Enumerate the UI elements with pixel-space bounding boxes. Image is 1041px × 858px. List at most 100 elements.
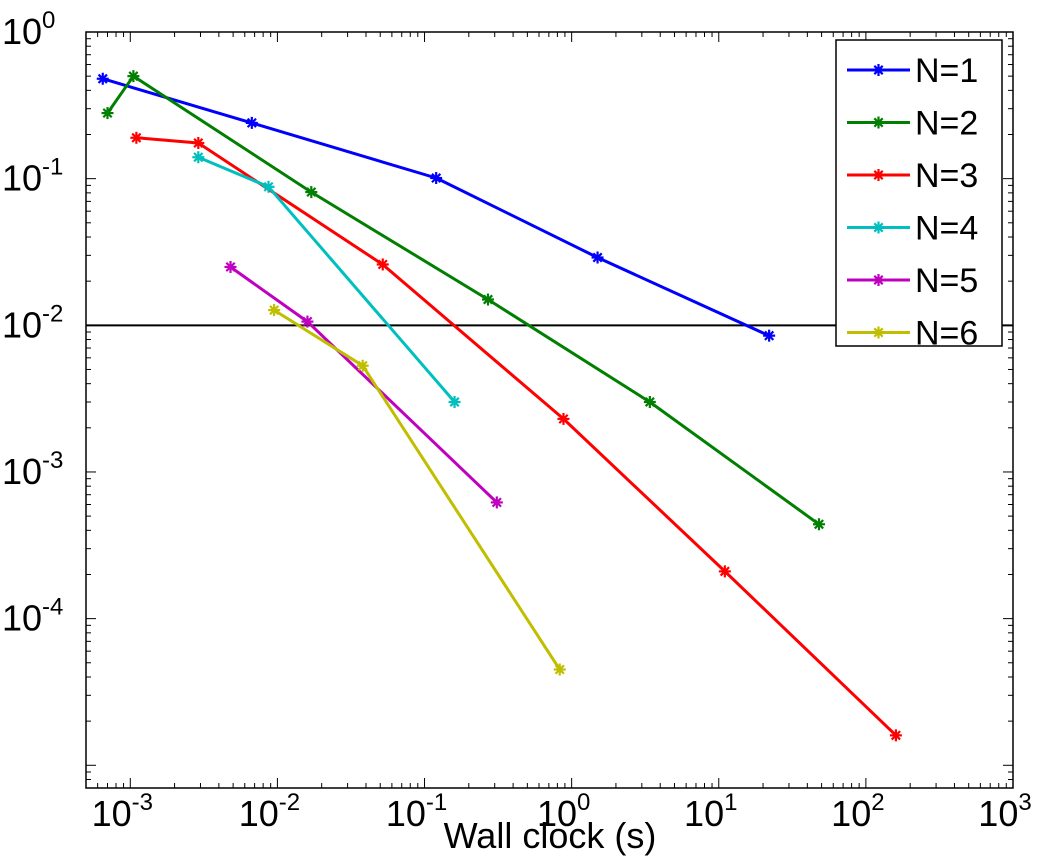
- data-point-stroke: [128, 71, 139, 82]
- x-tick-label: 10-1: [386, 789, 447, 834]
- data-point-stroke: [193, 152, 204, 163]
- data-point: [430, 172, 443, 185]
- legend-label: N=4: [915, 210, 978, 248]
- data-point: [262, 180, 275, 193]
- x-tick-label: 100: [537, 789, 590, 834]
- series-6: [268, 304, 566, 676]
- data-point-stroke: [873, 117, 884, 128]
- legend-entry: N=2: [847, 105, 978, 143]
- data-point-stroke: [873, 170, 884, 180]
- data-point: [553, 663, 566, 676]
- data-point: [718, 565, 731, 578]
- x-tick-label: 10-2: [239, 789, 300, 834]
- x-tick-label: 103: [978, 789, 1031, 834]
- y-tick-label-exp: -1: [42, 154, 63, 181]
- data-point: [305, 186, 318, 199]
- x-tick-label-base: 10: [684, 793, 724, 834]
- legend: N=1 N=2 N=3 N=4 N=5 N=6: [835, 39, 1003, 353]
- legend-entry: N=4: [847, 210, 978, 248]
- x-tick-label-exp: -2: [279, 789, 300, 816]
- legend-label: N=1: [915, 52, 978, 90]
- y-tick-label-base: 10: [2, 11, 42, 52]
- data-point: [872, 64, 885, 76]
- data-point: [130, 131, 143, 144]
- legend-entry: N=3: [847, 157, 978, 195]
- series-2: [101, 70, 825, 531]
- data-point: [889, 729, 902, 742]
- y-tick-label-exp: 0: [42, 7, 55, 34]
- data-point: [448, 395, 461, 408]
- data-point-stroke: [483, 294, 493, 305]
- data-point: [301, 315, 314, 328]
- data-point: [224, 260, 237, 273]
- series-4: [192, 151, 461, 408]
- legend-label: N=5: [915, 262, 978, 300]
- y-tick-label: 100: [2, 7, 55, 52]
- data-point-stroke: [592, 252, 603, 263]
- x-tick-label-base: 10: [978, 793, 1018, 834]
- data-point: [557, 412, 570, 425]
- y-tick-label: 10-2: [2, 300, 63, 345]
- y-tick-label: 10-4: [2, 594, 63, 639]
- data-point: [872, 116, 885, 129]
- data-point-stroke: [554, 664, 565, 675]
- y-tick-label: 10-1: [2, 154, 63, 199]
- y-tick-label-base: 10: [2, 158, 42, 199]
- series-line: [106, 74, 820, 526]
- data-point: [245, 116, 258, 129]
- data-point-stroke: [269, 305, 280, 316]
- data-point-stroke: [357, 360, 368, 371]
- y-tick-label-exp: -2: [42, 300, 63, 327]
- data-point: [591, 251, 604, 264]
- x-tick-label-exp: 1: [724, 789, 737, 816]
- x-axis-title: Wall clock (s): [444, 815, 657, 856]
- data-point-stroke: [491, 497, 502, 508]
- data-point: [812, 518, 825, 531]
- data-point: [96, 72, 109, 85]
- data-point: [481, 293, 494, 306]
- data-point-stroke: [102, 108, 113, 119]
- data-point-stroke: [263, 181, 274, 192]
- data-point-stroke: [377, 259, 388, 270]
- x-tick-label-exp: -1: [426, 789, 447, 816]
- x-tick-label-exp: 2: [871, 789, 884, 816]
- data-point-stroke: [449, 397, 460, 407]
- data-point-stroke: [873, 65, 884, 75]
- data-point: [268, 304, 281, 317]
- x-tick-label-base: 10: [239, 793, 279, 834]
- data-point: [872, 169, 885, 181]
- series-5: [224, 260, 503, 509]
- data-point: [356, 359, 369, 372]
- data-point-stroke: [558, 413, 569, 424]
- legend-entry: N=6: [847, 315, 978, 353]
- data-point: [192, 137, 205, 150]
- x-tick-label: 101: [684, 789, 737, 834]
- series-layer: [96, 70, 902, 742]
- series-1: [96, 72, 776, 342]
- x-tick-label-exp: 0: [577, 789, 590, 816]
- data-point: [490, 496, 503, 509]
- y-tick-label: 10-3: [2, 447, 63, 492]
- x-tick-label-base: 10: [92, 793, 132, 834]
- data-point-stroke: [644, 397, 655, 407]
- series-line: [136, 136, 897, 737]
- data-point: [872, 326, 885, 339]
- data-point: [192, 151, 205, 164]
- y-tick-label-base: 10: [2, 598, 42, 639]
- legend-label: N=6: [915, 315, 978, 353]
- x-tick-label-base: 10: [386, 793, 426, 834]
- x-tick-label: 102: [831, 789, 884, 834]
- data-point-stroke: [302, 316, 313, 327]
- data-point-stroke: [246, 117, 257, 128]
- y-tick-label-exp: -4: [42, 594, 63, 621]
- data-point: [872, 221, 885, 234]
- data-point-stroke: [873, 327, 884, 338]
- series-3: [130, 131, 902, 742]
- data-point-stroke: [764, 330, 775, 341]
- data-point-stroke: [97, 73, 108, 84]
- legend-entry: N=1: [847, 52, 978, 90]
- data-point-stroke: [719, 566, 730, 577]
- x-tick-label-exp: 3: [1018, 789, 1031, 816]
- y-tick-label-base: 10: [2, 304, 42, 345]
